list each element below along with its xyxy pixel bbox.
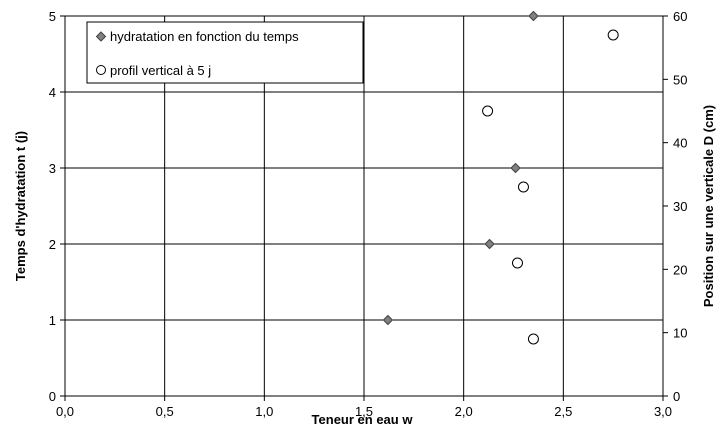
legend-label-series-1: hydratation en fonction du temps	[110, 29, 299, 44]
legend-marker-circle	[96, 65, 106, 75]
y2-axis-title: Position sur une verticale D (cm)	[701, 105, 716, 307]
x-tick-label: 0,5	[156, 404, 174, 419]
x-tick-label: 2,0	[455, 404, 473, 419]
data-points	[382, 10, 619, 345]
x-tick-label: 1,0	[255, 404, 273, 419]
x-tick-label: 3,0	[654, 404, 672, 419]
y-tick-label: 5	[49, 9, 56, 24]
y2-tick-label: 60	[673, 9, 687, 24]
y-tick-label: 4	[49, 85, 56, 100]
y-tick-label: 0	[49, 389, 56, 404]
legend: hydratation en fonction du temps profil …	[86, 21, 364, 84]
point-profil-vertical	[527, 333, 539, 345]
y2-tick-label: 0	[673, 389, 680, 404]
point-profil-vertical	[482, 105, 494, 117]
point-profil-vertical	[511, 257, 523, 269]
x-tick-label: 1,5	[355, 404, 373, 419]
legend-box	[86, 21, 364, 84]
point-profil-vertical	[607, 29, 619, 41]
legend-marker-diamond	[95, 31, 107, 42]
y-tick-label: 2	[49, 237, 56, 252]
point-profil-vertical	[517, 181, 529, 193]
y2-tick-label: 40	[673, 136, 687, 151]
x-tick-label: 0,0	[56, 404, 74, 419]
y-axis-title: Temps d'hydratation t (j)	[13, 131, 28, 281]
y-tick-label: 3	[49, 161, 56, 176]
x-tick-label: 2,5	[554, 404, 572, 419]
y-tick-label: 1	[49, 313, 56, 328]
point-hydratation	[528, 10, 539, 22]
y2-tick-label: 30	[673, 199, 687, 214]
y2-tick-label: 20	[673, 262, 687, 277]
point-hydratation	[382, 314, 394, 326]
point-hydratation	[484, 238, 495, 250]
legend-label-series-2: profil vertical à 5 j	[110, 63, 211, 78]
x-axis-title: Teneur en eau w	[312, 412, 414, 427]
y2-tick-label: 50	[673, 72, 687, 87]
y2-tick-label: 10	[673, 326, 687, 341]
point-hydratation	[510, 162, 521, 174]
